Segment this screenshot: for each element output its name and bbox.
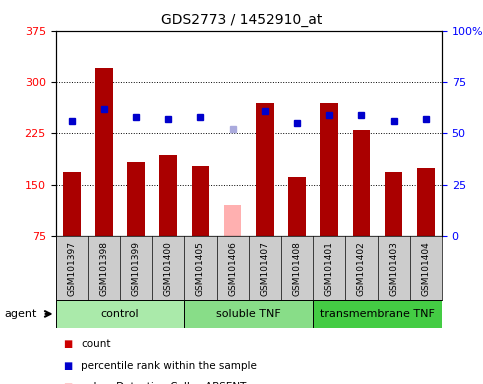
Text: ■: ■ xyxy=(63,361,72,371)
Bar xyxy=(385,172,402,236)
Text: GSM101405: GSM101405 xyxy=(196,241,205,296)
Text: GDS2773 / 1452910_at: GDS2773 / 1452910_at xyxy=(161,13,322,27)
Text: GSM101406: GSM101406 xyxy=(228,241,237,296)
Text: GSM101402: GSM101402 xyxy=(357,241,366,296)
Text: GSM101408: GSM101408 xyxy=(293,241,301,296)
Text: soluble TNF: soluble TNF xyxy=(216,309,281,319)
Bar xyxy=(313,300,442,328)
Text: ■: ■ xyxy=(63,382,72,384)
Bar xyxy=(159,156,177,236)
Bar xyxy=(95,68,113,236)
Text: GSM101407: GSM101407 xyxy=(260,241,270,296)
Text: ■: ■ xyxy=(63,339,72,349)
Text: GSM101397: GSM101397 xyxy=(67,241,76,296)
Bar xyxy=(417,168,435,236)
Bar xyxy=(192,166,209,236)
Bar xyxy=(63,172,81,236)
Bar xyxy=(353,130,370,236)
Bar xyxy=(256,103,274,236)
Text: GSM101403: GSM101403 xyxy=(389,241,398,296)
Text: GSM101399: GSM101399 xyxy=(131,241,141,296)
Text: control: control xyxy=(100,309,139,319)
Text: agent: agent xyxy=(5,309,37,319)
Text: GSM101401: GSM101401 xyxy=(325,241,334,296)
Bar xyxy=(56,300,185,328)
Bar xyxy=(320,103,338,236)
Text: count: count xyxy=(81,339,111,349)
Bar xyxy=(127,162,145,236)
Text: GSM101398: GSM101398 xyxy=(99,241,108,296)
Text: GSM101404: GSM101404 xyxy=(421,241,430,296)
Text: percentile rank within the sample: percentile rank within the sample xyxy=(81,361,257,371)
Text: transmembrane TNF: transmembrane TNF xyxy=(320,309,435,319)
Bar xyxy=(288,177,306,236)
Text: value, Detection Call = ABSENT: value, Detection Call = ABSENT xyxy=(81,382,246,384)
Text: GSM101400: GSM101400 xyxy=(164,241,173,296)
Bar xyxy=(224,205,242,236)
Bar xyxy=(185,300,313,328)
